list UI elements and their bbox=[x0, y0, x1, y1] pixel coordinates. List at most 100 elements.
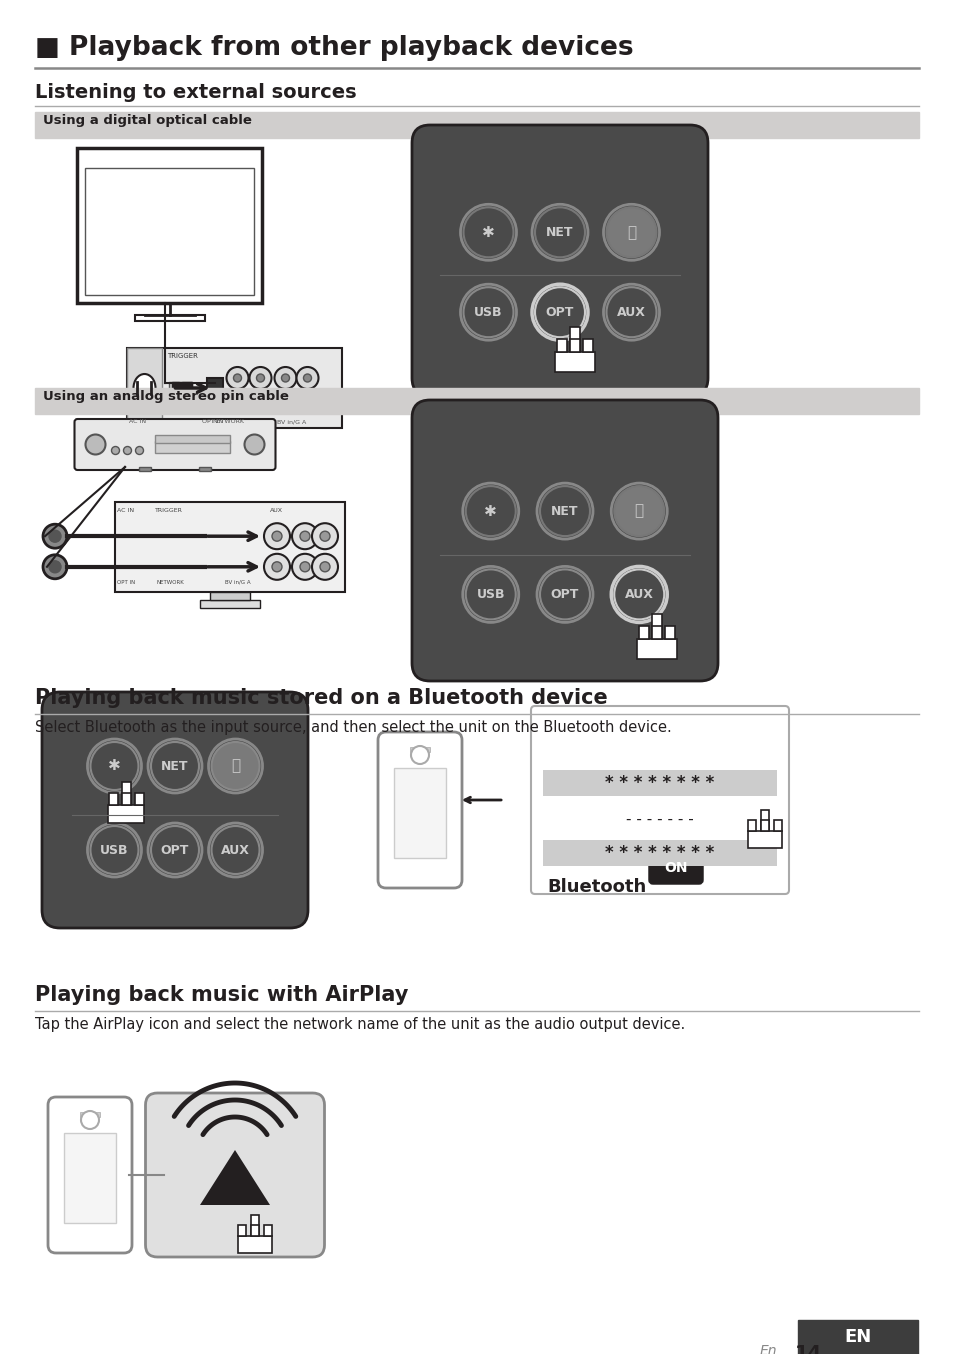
Circle shape bbox=[43, 524, 67, 548]
Bar bbox=[182, 382, 193, 395]
Text: NET: NET bbox=[551, 505, 578, 517]
Circle shape bbox=[611, 483, 666, 539]
Text: USB: USB bbox=[100, 844, 129, 857]
Circle shape bbox=[274, 367, 296, 389]
Bar bbox=[155, 440, 231, 452]
Circle shape bbox=[292, 523, 317, 550]
Text: Tap the AirPlay icon and select the network name of the unit as the audio output: Tap the AirPlay icon and select the netw… bbox=[35, 1017, 684, 1032]
Text: ⏻: ⏻ bbox=[626, 225, 636, 240]
Circle shape bbox=[465, 486, 516, 536]
Text: NET: NET bbox=[161, 760, 189, 773]
Polygon shape bbox=[582, 340, 593, 352]
Circle shape bbox=[43, 555, 67, 578]
Circle shape bbox=[49, 531, 61, 542]
Circle shape bbox=[244, 435, 264, 455]
Circle shape bbox=[537, 483, 593, 539]
Bar bbox=[208, 378, 223, 398]
FancyBboxPatch shape bbox=[412, 399, 718, 681]
Text: BV in/G A: BV in/G A bbox=[277, 418, 307, 424]
Circle shape bbox=[123, 447, 132, 455]
Text: Using a digital optical cable: Using a digital optical cable bbox=[43, 114, 252, 127]
Text: OPT: OPT bbox=[161, 844, 189, 857]
Text: OPT IN: OPT IN bbox=[117, 580, 135, 585]
Bar bbox=[128, 348, 162, 428]
Circle shape bbox=[256, 374, 264, 382]
Text: ⏻: ⏻ bbox=[231, 758, 240, 773]
Polygon shape bbox=[109, 804, 144, 822]
Bar bbox=[172, 382, 193, 395]
Polygon shape bbox=[569, 328, 579, 352]
Circle shape bbox=[603, 204, 659, 260]
Polygon shape bbox=[652, 615, 661, 639]
Circle shape bbox=[611, 566, 666, 623]
Polygon shape bbox=[747, 819, 756, 831]
Text: * * * * * * * *: * * * * * * * * bbox=[605, 844, 714, 862]
Text: Bluetooth: Bluetooth bbox=[546, 877, 645, 896]
Text: ✱: ✱ bbox=[484, 504, 497, 519]
Text: - - - - - - -: - - - - - - - bbox=[625, 811, 693, 826]
Polygon shape bbox=[237, 1236, 272, 1252]
Text: EN: EN bbox=[843, 1328, 871, 1346]
Bar bbox=[35, 112, 918, 138]
Bar bbox=[542, 770, 776, 796]
Circle shape bbox=[312, 523, 337, 550]
Polygon shape bbox=[747, 831, 781, 848]
Polygon shape bbox=[557, 340, 566, 352]
Circle shape bbox=[91, 742, 138, 789]
Circle shape bbox=[532, 284, 587, 340]
Circle shape bbox=[539, 486, 589, 536]
Polygon shape bbox=[664, 627, 675, 639]
Text: ■ Playback from other playback devices: ■ Playback from other playback devices bbox=[35, 35, 633, 61]
Bar bbox=[205, 437, 265, 445]
Circle shape bbox=[226, 367, 248, 389]
Bar bbox=[77, 148, 262, 303]
Text: NETWORK: NETWORK bbox=[213, 418, 244, 424]
Circle shape bbox=[299, 531, 310, 542]
Text: NET: NET bbox=[546, 226, 573, 238]
Circle shape bbox=[151, 826, 199, 873]
Bar bbox=[199, 467, 211, 471]
Bar bbox=[86, 168, 254, 295]
Text: AUX: AUX bbox=[624, 588, 653, 601]
Bar bbox=[394, 768, 446, 858]
FancyBboxPatch shape bbox=[531, 705, 788, 894]
Circle shape bbox=[462, 483, 518, 539]
Text: OPT IN: OPT IN bbox=[202, 418, 223, 424]
Circle shape bbox=[411, 746, 429, 764]
Circle shape bbox=[312, 554, 337, 580]
Circle shape bbox=[463, 287, 513, 337]
Polygon shape bbox=[773, 819, 781, 831]
Circle shape bbox=[91, 826, 138, 873]
Polygon shape bbox=[200, 1150, 270, 1205]
Circle shape bbox=[264, 554, 290, 580]
Text: NETWORK: NETWORK bbox=[157, 580, 185, 585]
Circle shape bbox=[606, 287, 656, 337]
Circle shape bbox=[292, 554, 317, 580]
Circle shape bbox=[151, 742, 199, 789]
Circle shape bbox=[299, 562, 310, 571]
Text: ON: ON bbox=[663, 861, 687, 875]
Text: TRIGGER: TRIGGER bbox=[168, 353, 198, 359]
Circle shape bbox=[264, 523, 290, 550]
Polygon shape bbox=[237, 1225, 246, 1236]
Text: AC IN: AC IN bbox=[130, 418, 147, 424]
Circle shape bbox=[303, 374, 312, 382]
Circle shape bbox=[272, 531, 282, 542]
Circle shape bbox=[606, 207, 656, 257]
Polygon shape bbox=[263, 1225, 272, 1236]
FancyBboxPatch shape bbox=[48, 1097, 132, 1252]
FancyBboxPatch shape bbox=[74, 418, 275, 470]
Circle shape bbox=[460, 284, 516, 340]
Ellipse shape bbox=[133, 374, 155, 402]
Circle shape bbox=[135, 447, 143, 455]
Circle shape bbox=[49, 561, 61, 573]
Polygon shape bbox=[109, 793, 118, 804]
Circle shape bbox=[148, 823, 202, 877]
Circle shape bbox=[281, 374, 289, 382]
Bar bbox=[155, 435, 231, 443]
Circle shape bbox=[319, 562, 330, 571]
Bar bbox=[797, 1320, 917, 1354]
Polygon shape bbox=[639, 627, 649, 639]
Bar bbox=[128, 348, 342, 428]
Text: OPT: OPT bbox=[545, 306, 574, 318]
